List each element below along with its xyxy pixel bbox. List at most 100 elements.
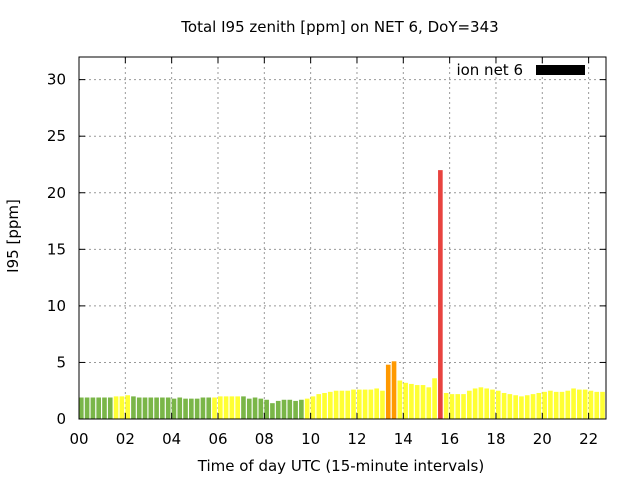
bar <box>339 390 345 419</box>
bar <box>391 361 397 419</box>
bar <box>490 389 495 419</box>
y-tick-label: 20 <box>47 184 66 202</box>
x-tick-label: 10 <box>301 430 320 448</box>
bar <box>507 394 513 419</box>
bar <box>484 388 490 419</box>
x-tick-label: 22 <box>579 430 598 448</box>
x-tick-label: 02 <box>116 430 135 448</box>
bar <box>553 391 559 419</box>
bar <box>380 390 385 419</box>
bar <box>148 397 154 419</box>
x-tick-label: 08 <box>255 430 274 448</box>
bar <box>449 394 455 419</box>
bar <box>264 399 269 419</box>
axis-ticks <box>78 57 606 420</box>
bar <box>559 391 565 419</box>
legend-swatch <box>536 65 585 75</box>
bar <box>252 397 258 419</box>
bar <box>409 383 414 419</box>
bar <box>345 390 351 419</box>
bar <box>293 400 298 419</box>
bar <box>113 396 119 420</box>
x-tick-label: 00 <box>69 430 88 448</box>
bar <box>432 378 437 419</box>
bar <box>212 397 217 419</box>
bar <box>107 397 113 419</box>
bar <box>96 397 101 419</box>
bar <box>194 398 200 419</box>
bar <box>513 395 518 419</box>
y-tick-label: 15 <box>47 240 66 258</box>
bar <box>374 388 379 419</box>
bar <box>588 390 594 419</box>
bar <box>385 364 391 419</box>
bar <box>461 394 466 419</box>
grid <box>79 57 606 419</box>
x-tick-label: 18 <box>486 430 505 448</box>
bar <box>420 385 426 419</box>
bar <box>189 398 194 419</box>
bar <box>414 385 420 419</box>
bar <box>571 388 576 419</box>
bar <box>472 388 478 419</box>
bar <box>154 397 159 419</box>
x-axis-label: Time of day UTC (15-minute intervals) <box>197 457 484 475</box>
bar <box>495 390 501 419</box>
bar <box>206 397 212 419</box>
bar <box>270 403 275 419</box>
bar <box>241 396 246 420</box>
bar <box>310 396 316 420</box>
bar <box>165 397 171 419</box>
bar <box>136 397 142 419</box>
bar <box>84 397 90 419</box>
bar <box>351 389 356 419</box>
bar <box>160 397 165 419</box>
plot-frame <box>78 56 607 420</box>
bar <box>142 397 148 419</box>
bar <box>246 398 252 419</box>
bars <box>79 170 605 420</box>
bar <box>299 399 304 419</box>
bar <box>200 397 206 419</box>
x-tick-label: 04 <box>162 430 181 448</box>
bar <box>524 395 530 419</box>
bar <box>443 392 449 419</box>
bar <box>102 397 107 419</box>
bar <box>530 394 536 419</box>
bar <box>426 387 432 419</box>
bar <box>438 170 443 420</box>
x-tick-label: 06 <box>208 430 227 448</box>
bar <box>333 390 339 419</box>
y-tick-label: 25 <box>47 127 66 145</box>
bar <box>79 397 84 419</box>
bar <box>119 396 125 420</box>
bar <box>403 382 408 419</box>
bar <box>594 391 600 419</box>
bar <box>536 392 542 419</box>
bar <box>542 391 547 419</box>
y-tick-label: 0 <box>56 410 66 428</box>
bar <box>467 390 472 419</box>
bar <box>368 389 374 419</box>
bar <box>328 391 333 419</box>
bar <box>171 398 177 419</box>
bar <box>183 398 188 419</box>
y-tick-label: 10 <box>47 297 66 315</box>
bar <box>582 389 588 419</box>
bar <box>90 397 96 419</box>
bar <box>304 398 310 419</box>
bar <box>217 396 223 420</box>
bar <box>478 387 484 419</box>
x-tick-label: 16 <box>440 430 459 448</box>
bar <box>229 396 235 420</box>
legend-label: ion net 6 <box>456 61 523 79</box>
bar <box>322 392 327 419</box>
bar <box>519 396 524 420</box>
bar <box>455 394 461 419</box>
bar <box>565 390 571 419</box>
bar <box>356 389 362 419</box>
bar <box>281 399 287 419</box>
y-tick-label: 5 <box>56 353 66 371</box>
chart-title: Total I95 zenith [ppm] on NET 6, DoY=343 <box>180 18 498 36</box>
